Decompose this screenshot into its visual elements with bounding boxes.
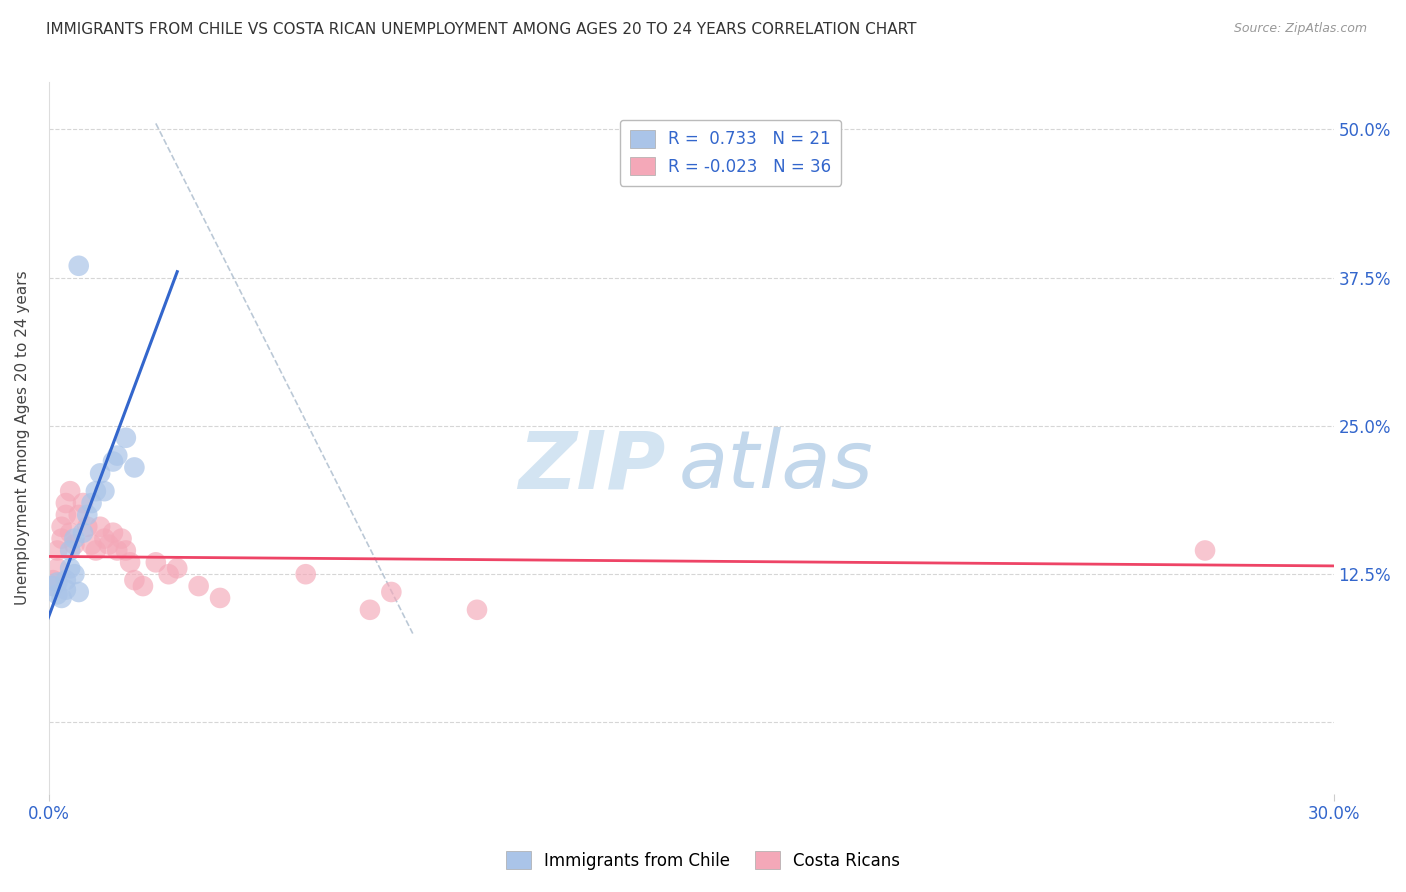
Text: ZIP: ZIP [517,427,665,505]
Point [67,259,90,273]
Point [114,543,136,558]
Point [124,460,146,475]
Point [187,579,209,593]
Point [80,537,103,551]
Point [46,575,69,590]
Point [465,603,488,617]
Point [124,573,146,587]
Point [59,543,82,558]
Point [359,603,381,617]
Point [72,525,94,540]
Legend: Immigrants from Chile, Costa Ricans: Immigrants from Chile, Costa Ricans [499,845,907,877]
Point [76,508,98,522]
Point [46,561,69,575]
Point [101,525,124,540]
Point [89,467,111,481]
Point [114,431,136,445]
Point [1194,543,1216,558]
Point [166,561,188,575]
Point [101,454,124,468]
Point [51,532,73,546]
Point [110,532,132,546]
Point [76,520,98,534]
Legend: R =  0.733   N = 21, R = -0.023   N = 36: R = 0.733 N = 21, R = -0.023 N = 36 [620,120,841,186]
Point [84,484,107,499]
Point [67,508,90,522]
Point [105,449,128,463]
Point [93,532,115,546]
Point [294,567,316,582]
Point [67,585,90,599]
Point [132,579,155,593]
Point [42,579,65,593]
Point [55,496,77,510]
Point [46,587,69,601]
Point [93,484,115,499]
Point [51,520,73,534]
Point [63,532,86,546]
Point [89,520,111,534]
Point [42,579,65,593]
Text: Source: ZipAtlas.com: Source: ZipAtlas.com [1233,22,1367,36]
Point [380,585,402,599]
Point [59,484,82,499]
Point [46,543,69,558]
Text: atlas: atlas [678,427,873,505]
Point [59,525,82,540]
Point [55,508,77,522]
Point [63,537,86,551]
Point [145,555,167,569]
Point [42,573,65,587]
Point [55,582,77,597]
Point [84,543,107,558]
Point [157,567,180,582]
Point [59,561,82,575]
Point [72,496,94,510]
Point [105,543,128,558]
Point [97,537,120,551]
Point [51,591,73,605]
Text: IMMIGRANTS FROM CHILE VS COSTA RICAN UNEMPLOYMENT AMONG AGES 20 TO 24 YEARS CORR: IMMIGRANTS FROM CHILE VS COSTA RICAN UNE… [46,22,917,37]
Point [80,496,103,510]
Point [209,591,232,605]
Point [120,555,142,569]
Point [63,567,86,582]
Point [55,573,77,587]
Y-axis label: Unemployment Among Ages 20 to 24 years: Unemployment Among Ages 20 to 24 years [15,270,30,605]
